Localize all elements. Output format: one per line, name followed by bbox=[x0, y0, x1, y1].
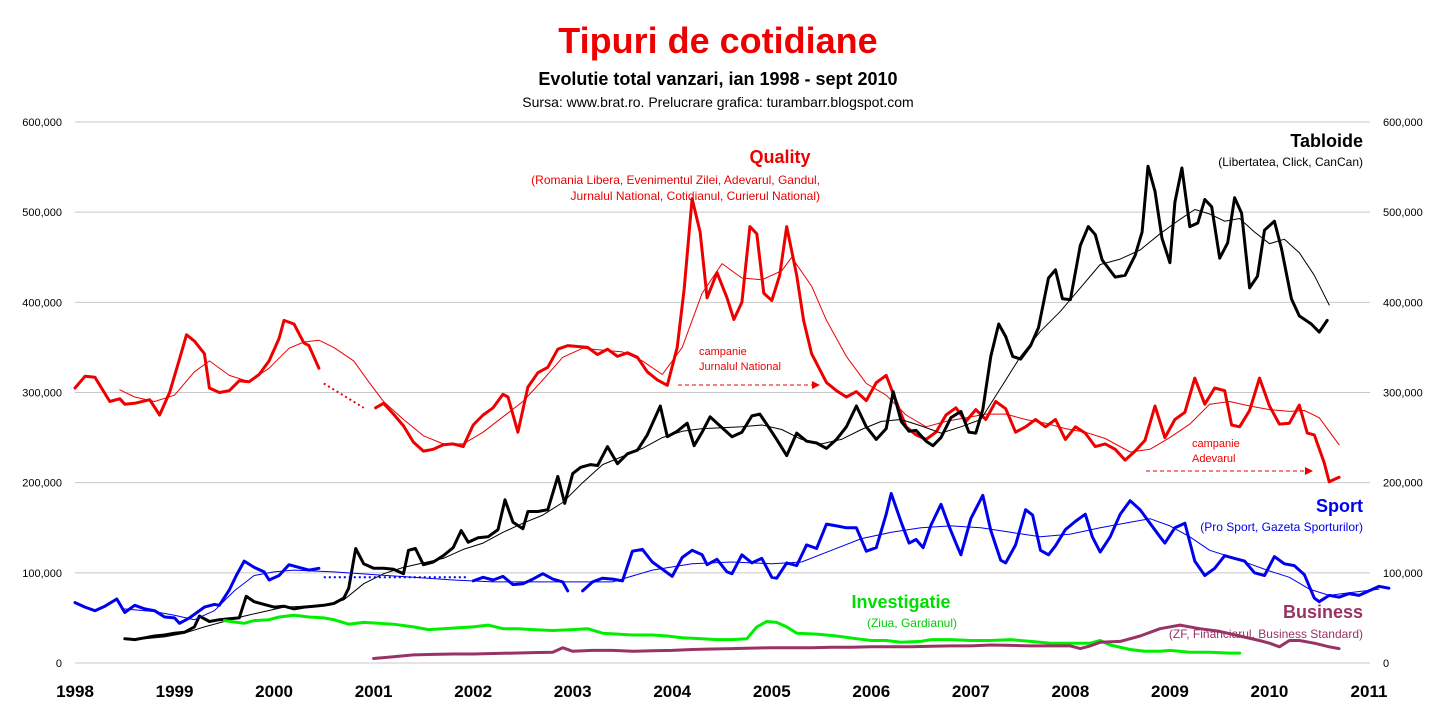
x-tick-label: 2010 bbox=[1251, 682, 1289, 701]
x-tick-label: 2002 bbox=[454, 682, 492, 701]
y-tick-label-left: 200,000 bbox=[22, 478, 62, 490]
tabloide-sublabel: (Libertatea, Click, CanCan) bbox=[1218, 155, 1363, 169]
x-axis: 1998 1999 2000 2001 2002 2003 2004 2005 2006 2007… bbox=[56, 682, 1387, 701]
y-tick-label-left: 300,000 bbox=[22, 388, 62, 400]
x-tick-label: 1998 bbox=[56, 682, 94, 701]
y-tick-label-left: 400,000 bbox=[22, 297, 62, 309]
gridlines bbox=[75, 121, 1370, 664]
annotation-adevarul-line1: campanie bbox=[1192, 438, 1240, 450]
series-line-sport-average bbox=[124, 518, 1380, 621]
annotation-jurnal-line1: campanie bbox=[699, 346, 747, 358]
investigatie-label: Investigatie bbox=[851, 592, 950, 612]
chart-title: Tipuri de cotidiane bbox=[558, 20, 877, 61]
y-tick-label-right: 400,000 bbox=[1383, 297, 1423, 309]
series-lines bbox=[73, 164, 1391, 660]
y-tick-label-right: 500,000 bbox=[1383, 207, 1423, 219]
annotation-jurnal-arrow bbox=[678, 381, 820, 389]
quality-sublabel-2: Jurnalul National, Cotidianul, Curierul … bbox=[571, 189, 820, 203]
series-line-business bbox=[372, 623, 1341, 660]
chart-source: Sursa: www.brat.ro. Prelucrare grafica: … bbox=[522, 94, 913, 110]
chart-subtitle: Evolutie total vanzari, ian 1998 - sept … bbox=[538, 69, 897, 89]
x-tick-label: 2003 bbox=[554, 682, 592, 701]
annotation-adevarul-line2: Adevarul bbox=[1192, 453, 1235, 465]
series-line-sport bbox=[581, 492, 1391, 604]
quality-sublabel-1: (Romania Libera, Evenimentul Zilei, Adev… bbox=[531, 173, 820, 187]
tabloide-label: Tabloide bbox=[1290, 131, 1363, 151]
y-axis-left: 0 100,000 200,000 300,000 400,000 500,000 600,… bbox=[22, 117, 62, 670]
x-tick-label: 2008 bbox=[1051, 682, 1089, 701]
y-tick-label-right: 300,000 bbox=[1383, 388, 1423, 400]
x-tick-label: 2006 bbox=[852, 682, 890, 701]
investigatie-sublabel: (Ziua, Gardianul) bbox=[867, 616, 957, 630]
y-axis-right: 0 100,000 200,000 300,000 400,000 500,000 600,… bbox=[1383, 117, 1423, 670]
x-tick-label: 2000 bbox=[255, 682, 293, 701]
series-line-investigatie bbox=[222, 613, 1242, 655]
x-tick-label: 2001 bbox=[355, 682, 393, 701]
series-line-sport bbox=[73, 559, 321, 625]
y-tick-label-right: 200,000 bbox=[1383, 478, 1423, 490]
sport-sublabel: (Pro Sport, Gazeta Sporturilor) bbox=[1200, 520, 1363, 534]
business-sublabel: (ZF, Financiarul, Business Standard) bbox=[1169, 627, 1363, 641]
y-tick-label-left: 500,000 bbox=[22, 207, 62, 219]
y-tick-label-left: 600,000 bbox=[22, 117, 62, 129]
x-tick-label: 2004 bbox=[653, 682, 691, 701]
y-tick-label-left: 100,000 bbox=[22, 568, 62, 580]
x-tick-label: 2007 bbox=[952, 682, 990, 701]
y-tick-label-right: 0 bbox=[1383, 658, 1389, 670]
series-line-quality-average bbox=[119, 256, 1340, 453]
x-tick-label: 2005 bbox=[753, 682, 791, 701]
series-line-tabloide bbox=[123, 164, 1329, 642]
series-line-quality bbox=[73, 318, 321, 417]
y-tick-label-right: 100,000 bbox=[1383, 568, 1423, 580]
annotation-adevarul-arrow bbox=[1146, 467, 1313, 475]
y-tick-label-left: 0 bbox=[56, 658, 62, 670]
series-line-quality bbox=[374, 197, 1341, 484]
y-tick-label-right: 600,000 bbox=[1383, 117, 1423, 129]
annotation-jurnal-line2: Jurnalul National bbox=[699, 361, 781, 373]
quality-label: Quality bbox=[749, 147, 810, 167]
sport-label: Sport bbox=[1316, 496, 1363, 516]
x-tick-label: 1999 bbox=[156, 682, 194, 701]
x-tick-label: 2011 bbox=[1351, 682, 1388, 701]
series-line-sport bbox=[471, 572, 570, 593]
series-line-tabloide-average bbox=[144, 209, 1330, 640]
business-label: Business bbox=[1283, 602, 1363, 622]
x-tick-label: 2009 bbox=[1151, 682, 1189, 701]
